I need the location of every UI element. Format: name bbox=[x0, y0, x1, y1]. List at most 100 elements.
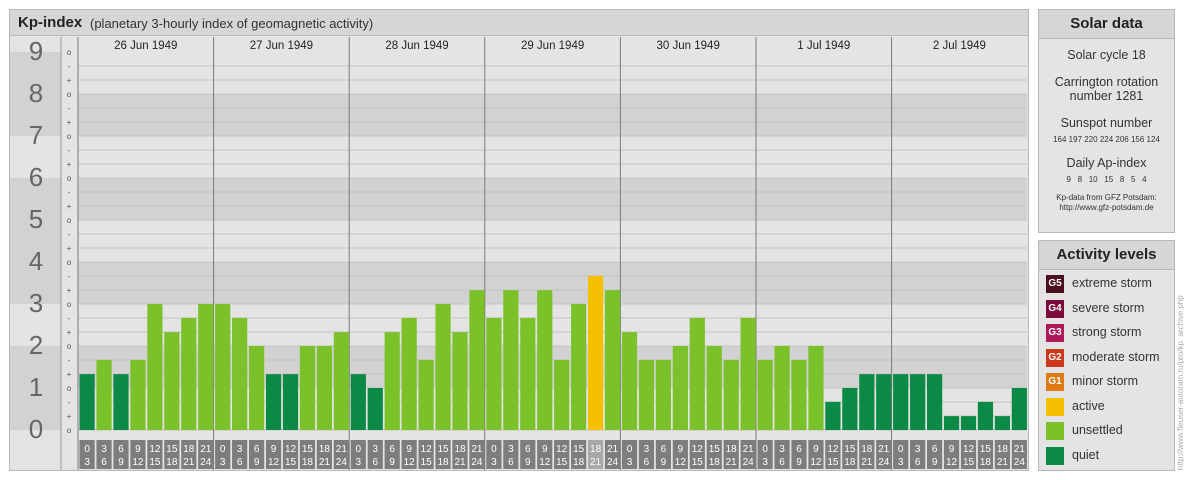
kp-bar bbox=[960, 416, 977, 430]
kp-bar bbox=[842, 388, 858, 430]
interval-start-label: 21 bbox=[878, 444, 890, 455]
kp-bar bbox=[215, 304, 231, 430]
y-axis-label: 0 bbox=[29, 414, 43, 444]
credit-link[interactable]: http://www.fleuser-autoram.ru/pro/kp_arc… bbox=[1176, 295, 1184, 470]
interval-cell bbox=[299, 440, 316, 469]
solar-cycle: Solar cycle 18 bbox=[1067, 48, 1146, 62]
interval-cell bbox=[943, 440, 960, 469]
interval-start-label: 12 bbox=[149, 444, 161, 455]
kp-bar bbox=[198, 304, 214, 430]
interval-end-label: 3 bbox=[762, 457, 768, 468]
interval-end-label: 15 bbox=[692, 457, 704, 468]
interval-cell bbox=[621, 440, 638, 469]
interval-end-label: 21 bbox=[861, 457, 873, 468]
kp-bar bbox=[808, 346, 824, 430]
interval-cell bbox=[537, 440, 553, 469]
interval-start-label: 3 bbox=[915, 444, 921, 455]
kp-bar bbox=[520, 317, 536, 430]
interval-start-label: 9 bbox=[135, 444, 141, 455]
interval-end-label: 15 bbox=[421, 457, 433, 468]
interval-start-label: 15 bbox=[302, 444, 314, 455]
solar-data-panel: Solar data Solar cycle 18 Carrington rot… bbox=[1038, 9, 1175, 233]
y-axis-band bbox=[10, 94, 61, 136]
y-sub-tick: + bbox=[67, 160, 72, 169]
interval-end-label: 21 bbox=[454, 457, 466, 468]
kp-bar bbox=[232, 317, 248, 430]
ap-index-values: 9 8 10 15 8 5 4 bbox=[1066, 175, 1147, 184]
interval-end-label: 24 bbox=[200, 457, 212, 468]
y-sub-tick: o bbox=[67, 258, 72, 267]
kp-bar bbox=[452, 332, 468, 430]
interval-end-label: 21 bbox=[590, 457, 602, 468]
interval-cell bbox=[503, 440, 519, 469]
kp-bar bbox=[79, 374, 95, 430]
interval-cell bbox=[994, 440, 1010, 469]
interval-start-label: 0 bbox=[220, 444, 226, 455]
y-sub-tick: - bbox=[68, 104, 71, 113]
day-label: 29 Jun 1949 bbox=[521, 40, 584, 52]
day-label: 26 Jun 1949 bbox=[114, 40, 177, 52]
interval-cell bbox=[554, 440, 570, 469]
interval-start-label: 3 bbox=[644, 444, 650, 455]
y-sub-tick: + bbox=[67, 244, 72, 253]
kp-bar bbox=[994, 416, 1010, 430]
interval-start-label: 12 bbox=[556, 444, 568, 455]
interval-end-label: 6 bbox=[644, 457, 650, 468]
interval-start-label: 6 bbox=[796, 444, 802, 455]
kp-bar bbox=[621, 332, 638, 430]
day-label: 1 Jul 1949 bbox=[797, 40, 850, 52]
interval-end-label: 24 bbox=[878, 457, 890, 468]
interval-end-label: 18 bbox=[980, 457, 992, 468]
interval-start-label: 3 bbox=[372, 444, 378, 455]
interval-cell bbox=[859, 440, 875, 469]
interval-start-label: 0 bbox=[491, 444, 497, 455]
y-axis-label: 4 bbox=[29, 246, 43, 276]
interval-end-label: 15 bbox=[556, 457, 568, 468]
interval-cell bbox=[384, 440, 400, 469]
interval-end-label: 6 bbox=[101, 457, 107, 468]
interval-end-label: 12 bbox=[539, 457, 551, 468]
interval-end-label: 15 bbox=[149, 457, 161, 468]
interval-cell bbox=[401, 440, 417, 469]
interval-cell bbox=[706, 440, 722, 469]
y-sub-tick: - bbox=[68, 230, 71, 239]
activity-level-swatch: G2 bbox=[1046, 348, 1064, 367]
y-sub-tick: - bbox=[68, 188, 71, 197]
interval-cell bbox=[367, 440, 383, 469]
interval-start-label: 21 bbox=[471, 444, 483, 455]
y-sub-tick: + bbox=[67, 118, 72, 127]
interval-start-label: 21 bbox=[743, 444, 755, 455]
interval-end-label: 9 bbox=[525, 457, 531, 468]
interval-start-label: 12 bbox=[963, 444, 975, 455]
interval-cell bbox=[774, 440, 790, 469]
kp-bar bbox=[1011, 388, 1027, 430]
interval-cell bbox=[927, 440, 943, 469]
interval-cell bbox=[520, 440, 536, 469]
interval-end-label: 12 bbox=[404, 457, 416, 468]
y-sub-tick: + bbox=[67, 76, 72, 85]
activity-level-swatch: G3 bbox=[1046, 324, 1064, 342]
y-axis-band bbox=[10, 388, 61, 430]
kp-bar bbox=[265, 374, 282, 430]
interval-start-label: 0 bbox=[627, 444, 633, 455]
kp-bar bbox=[164, 332, 180, 430]
interval-end-label: 21 bbox=[726, 457, 738, 468]
source-link[interactable]: http://www.gfz-potsdam.de bbox=[1059, 203, 1154, 212]
interval-start-label: 6 bbox=[932, 444, 938, 455]
kp-bar bbox=[774, 346, 790, 430]
interval-start-label: 18 bbox=[590, 444, 602, 455]
interval-start-label: 18 bbox=[183, 444, 195, 455]
interval-cell bbox=[638, 440, 655, 469]
interval-start-label: 6 bbox=[661, 444, 667, 455]
interval-end-label: 24 bbox=[743, 457, 755, 468]
kp-bar bbox=[130, 359, 146, 430]
interval-end-label: 12 bbox=[675, 457, 687, 468]
interval-end-label: 15 bbox=[285, 457, 297, 468]
kp-bar bbox=[316, 346, 332, 430]
interval-start-label: 21 bbox=[200, 444, 212, 455]
y-sub-tick: o bbox=[67, 90, 72, 99]
day-label: 27 Jun 1949 bbox=[250, 40, 313, 52]
kp-bar bbox=[333, 332, 349, 430]
kp-bar bbox=[876, 374, 892, 430]
